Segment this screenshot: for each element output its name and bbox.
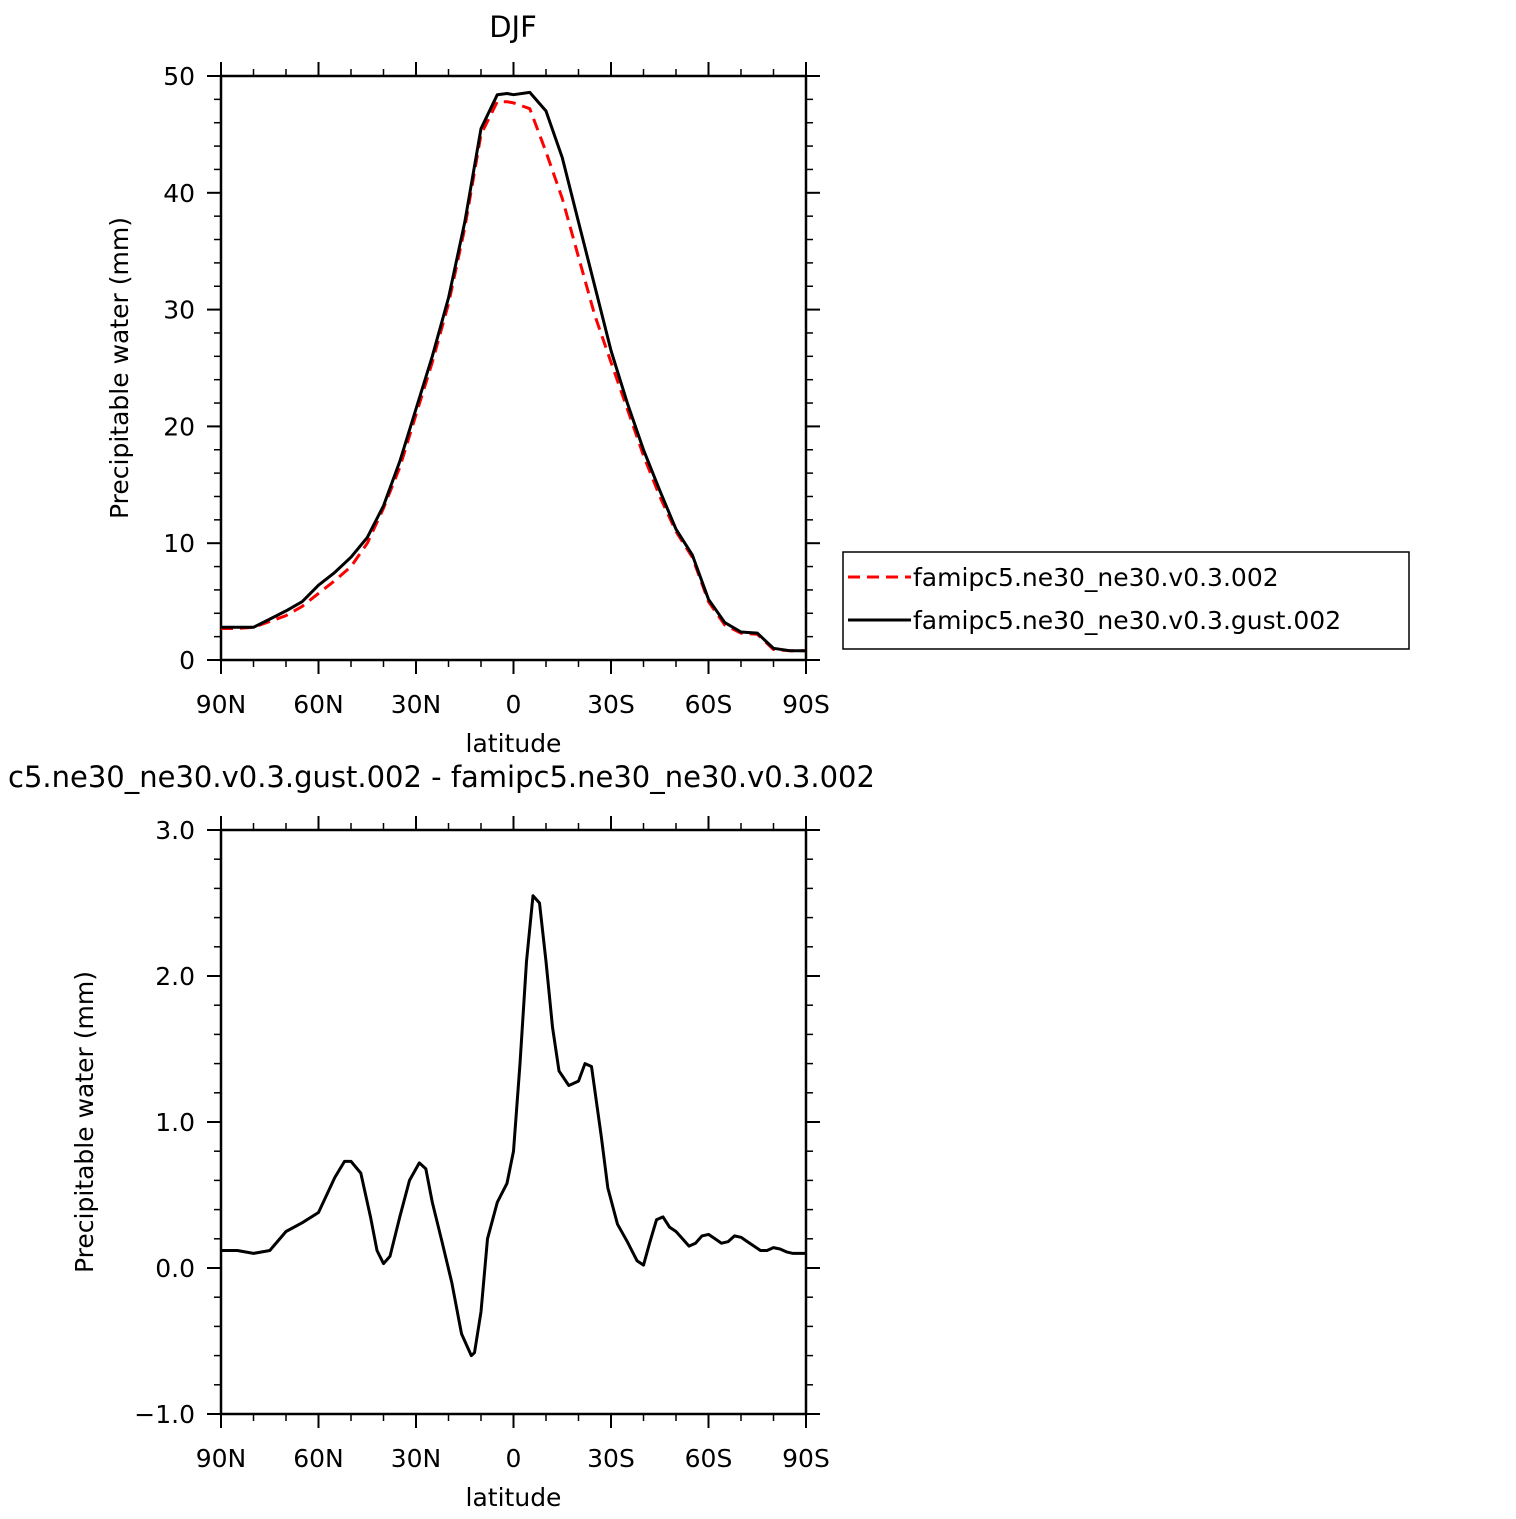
chart1-x-tick-label: 60S	[685, 690, 733, 719]
chart2-plot-frame	[219, 828, 808, 1416]
chart2-x-tick-label: 90S	[782, 1444, 830, 1473]
chart2-series-line-1	[221, 894, 806, 1358]
chart1-x-tick-label: 30S	[587, 690, 635, 719]
chart1-x-tick-label: 90S	[782, 690, 830, 719]
chart1-y-tick-label: 0	[179, 646, 195, 675]
chart2-y-axis-title: Precipitable water (mm)	[70, 971, 99, 1273]
chart2-x-tick-label: 30S	[587, 1444, 635, 1473]
chart1-legend-box	[842, 551, 1410, 650]
chart2-group: 90N 60N 30N 0 30S 60S 90S −1.0 0.0 1.0 2.0 3.0 c5.ne…	[8, 760, 875, 1512]
chart1-x-tick-label: 90N	[196, 690, 247, 719]
chart1-y-tick-label: 20	[163, 412, 195, 441]
chart1-group: 90N 60N 30N 0 30S 60S 90S 0 10 20 30 40 50 DJF latitud…	[105, 10, 1410, 758]
chart1-x-tick-label: 60N	[293, 690, 344, 719]
chart2-x-tick-label: 60S	[685, 1444, 733, 1473]
chart2-x-axis-title: latitude	[466, 1483, 562, 1512]
chart2-x-tick-label: 90N	[196, 1444, 247, 1473]
chart1-y-tick-label: 30	[163, 296, 195, 325]
chart1-x-axis-title: latitude	[466, 729, 562, 758]
chart1-legend-label-2: famipc5.ne30_ne30.v0.3.gust.002	[913, 606, 1341, 635]
chart1-series-line-1	[221, 100, 806, 653]
chart2-title: c5.ne30_ne30.v0.3.gust.002 - famipc5.ne3…	[8, 760, 875, 794]
chart2-y-tick-label: 3.0	[155, 816, 195, 845]
chart1-plot-frame	[219, 74, 808, 662]
chart1-y-tick-label: 10	[163, 529, 195, 558]
chart1-legend-label-1: famipc5.ne30_ne30.v0.3.002	[913, 563, 1279, 592]
chart1-x-tick-label: 0	[506, 690, 522, 719]
chart2-y-tick-label: 2.0	[155, 962, 195, 991]
chart1-y-axis-title: Precipitable water (mm)	[105, 217, 134, 519]
chart2-y-tick-label: 1.0	[155, 1108, 195, 1137]
chart1-title: DJF	[489, 10, 537, 44]
chart2-y-tick-label: 0.0	[155, 1254, 195, 1283]
chart2-x-tick-label: 0	[506, 1444, 522, 1473]
chart1-y-tick-label: 40	[163, 179, 195, 208]
chart2-x-tick-label: 30N	[391, 1444, 442, 1473]
chart2-y-tick-label: −1.0	[134, 1400, 195, 1429]
chart1-series-line-2	[221, 90, 806, 653]
chart1-x-tick-label: 30N	[391, 690, 442, 719]
chart1-y-tick-label: 50	[163, 62, 195, 91]
chart2-x-tick-label: 60N	[293, 1444, 344, 1473]
